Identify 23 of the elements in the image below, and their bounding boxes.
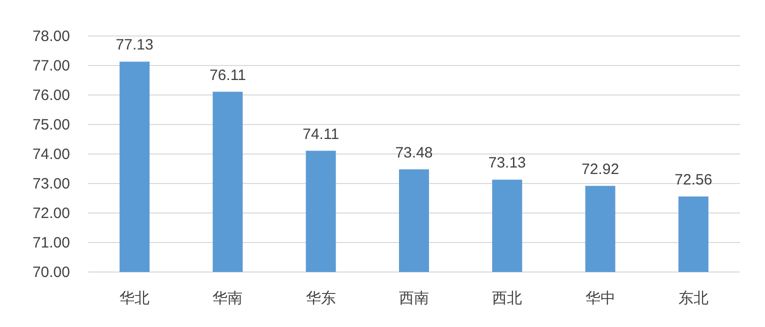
x-tick-label: 华北 (120, 290, 150, 307)
data-label: 72.92 (582, 160, 620, 178)
x-tick-label: 西北 (492, 290, 522, 307)
y-tick-label: 70.00 (32, 264, 70, 281)
x-tick-label: 华中 (585, 290, 616, 307)
y-tick-label: 77.00 (32, 58, 70, 74)
data-label: 72.56 (674, 171, 712, 188)
data-label: 77.13 (116, 36, 154, 54)
y-tick-label: 78.00 (32, 28, 70, 45)
y-tick-label: 71.00 (32, 234, 70, 252)
x-tick-label: 西南 (399, 290, 429, 307)
y-tick-label: 76.00 (32, 87, 70, 104)
x-tick-label: 华东 (306, 290, 336, 307)
y-tick-label: 72.00 (32, 205, 70, 222)
y-tick-label: 75.00 (32, 116, 70, 134)
data-label: 76.11 (209, 66, 246, 84)
data-label: 73.13 (488, 154, 526, 172)
x-tick-label: 东北 (678, 290, 708, 307)
data-label: 74.11 (302, 126, 340, 143)
y-tick-label: 73.00 (32, 176, 70, 192)
x-tick-label: 华南 (212, 290, 243, 307)
y-tick-label: 74.00 (32, 146, 70, 163)
data-label: 73.48 (395, 144, 433, 162)
